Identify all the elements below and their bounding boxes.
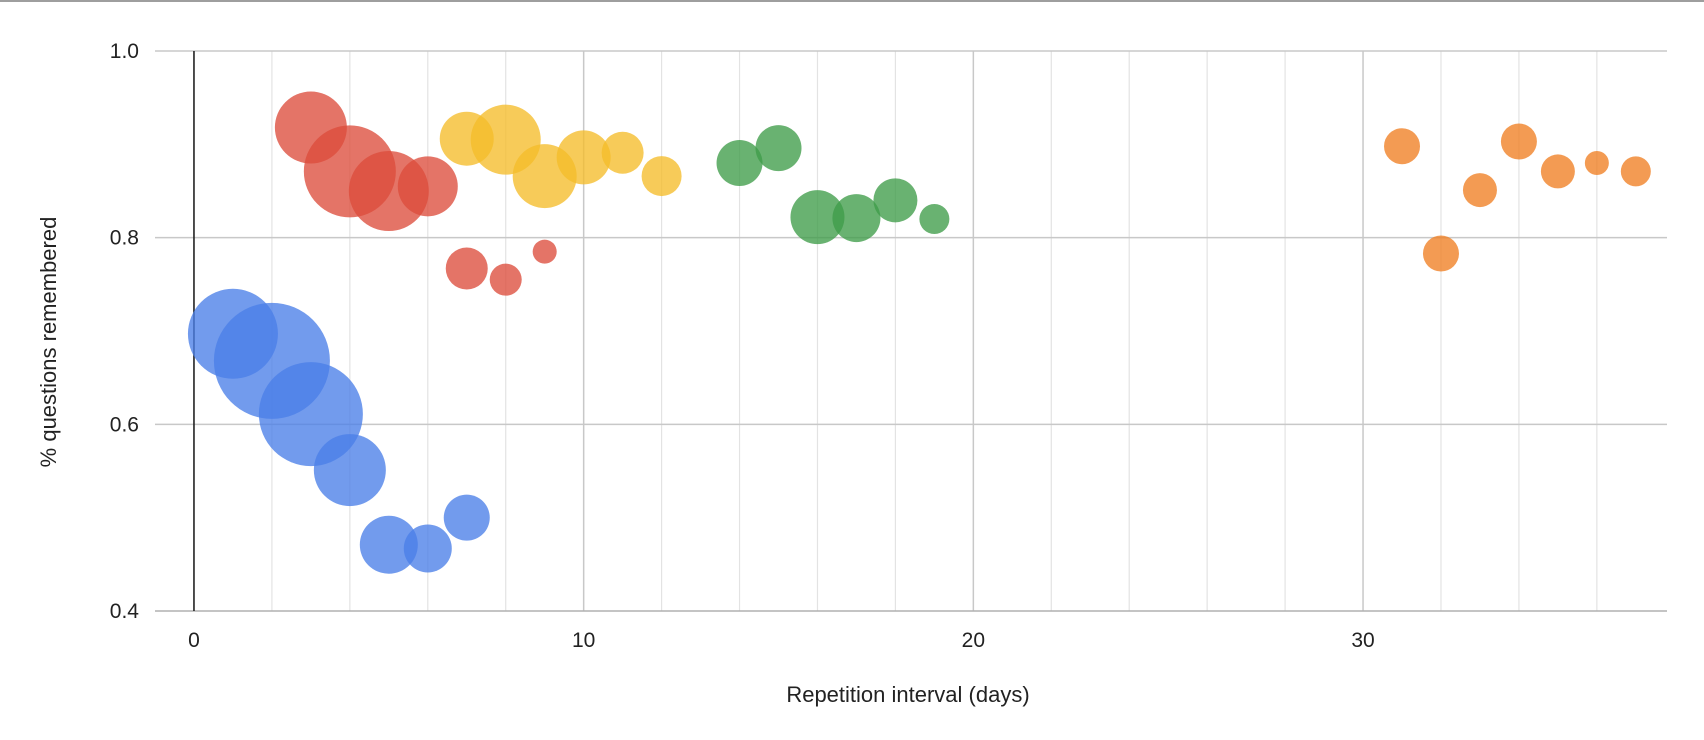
- bubble-series-5: [1462, 173, 1497, 208]
- bubble-series-1: [313, 434, 386, 507]
- y-axis-title: % questions remembered: [36, 217, 61, 468]
- bubble-series-4: [755, 125, 802, 172]
- bubble-series-5: [1384, 128, 1421, 165]
- bubble-series-4: [832, 194, 881, 243]
- bubble-layer: [187, 91, 1651, 574]
- y-tick-label: 0.6: [110, 413, 139, 436]
- x-tick-label: 30: [1351, 629, 1374, 652]
- y-tick-label: 0.8: [110, 227, 139, 250]
- bubble-series-4: [873, 178, 918, 223]
- x-tick-label: 20: [962, 629, 985, 652]
- bubble-series-2: [489, 263, 522, 296]
- label-layer: Repetition interval (days) % questions r…: [36, 40, 1375, 707]
- bubble-series-3: [601, 131, 644, 174]
- bubble-series-5: [1620, 156, 1651, 187]
- y-tick-label: 1.0: [110, 40, 139, 63]
- bubble-series-5: [1584, 151, 1609, 175]
- top-border: [0, 0, 1704, 2]
- bubble-series-5: [1540, 154, 1575, 189]
- bubble-series-1: [403, 524, 452, 573]
- bubble-series-1: [359, 515, 418, 574]
- x-tick-label: 0: [188, 629, 200, 652]
- bubble-series-3: [641, 156, 682, 197]
- x-tick-label: 10: [572, 629, 595, 652]
- bubble-series-5: [1422, 235, 1459, 272]
- bubble-series-2: [532, 239, 557, 264]
- bubble-series-5: [1500, 123, 1537, 160]
- x-axis-title: Repetition interval (days): [786, 682, 1029, 707]
- y-tick-label: 0.4: [110, 600, 140, 623]
- bubble-series-4: [790, 190, 845, 245]
- bubble-series-2: [445, 247, 488, 290]
- bubble-series-4: [919, 204, 950, 234]
- bubble-series-3: [556, 130, 611, 185]
- bubble-series-2: [397, 156, 458, 217]
- bubble-series-1: [443, 494, 490, 541]
- bubble-series-4: [716, 140, 763, 186]
